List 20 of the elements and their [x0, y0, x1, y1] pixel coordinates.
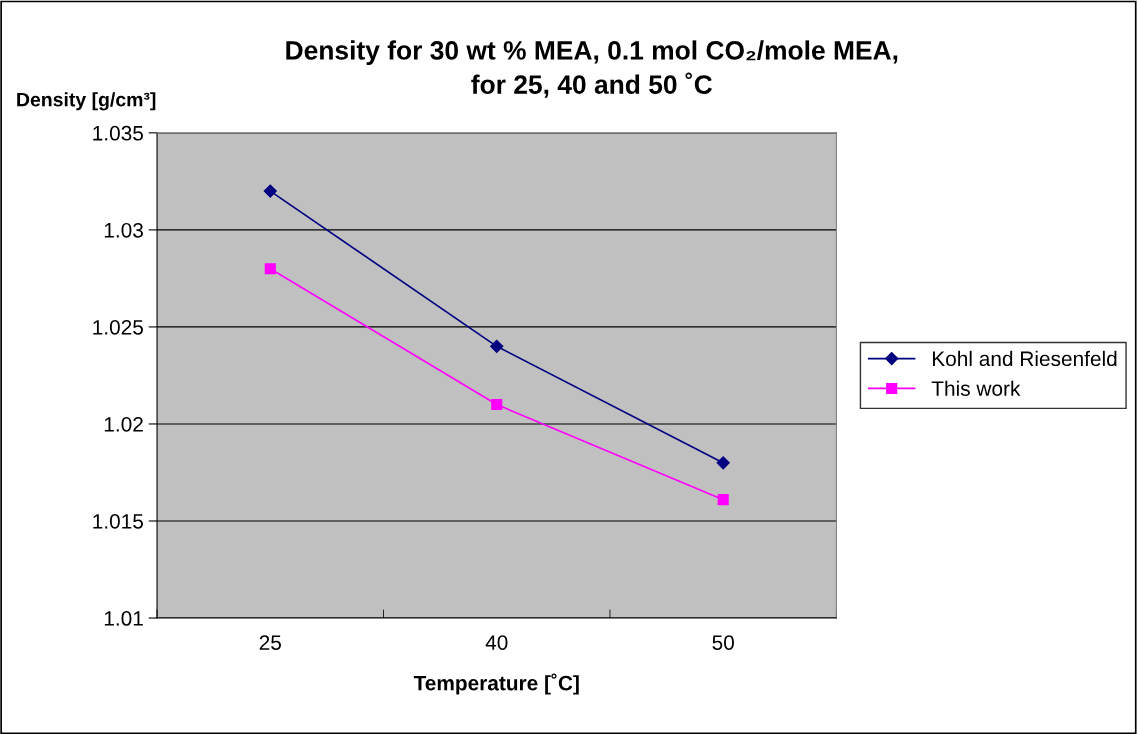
y-tick-label: 1.025	[93, 319, 143, 335]
y-tick-label: 1.03	[104, 222, 143, 238]
point	[717, 494, 729, 506]
y-tick-label: 1.035	[93, 125, 143, 141]
point	[491, 398, 503, 411]
point	[263, 184, 277, 198]
x-axis-title: Temperature [˚C]	[413, 673, 579, 695]
point	[490, 339, 504, 353]
y-tick-label: 1.015	[93, 513, 143, 529]
y-tick-label: 1.01	[104, 611, 143, 626]
x-tick-label: 25	[259, 635, 281, 650]
point	[264, 263, 276, 275]
x-tick-label: 50	[712, 635, 734, 650]
legend-label: This work	[931, 380, 1021, 396]
chart-title: Density for 30 wt % MEA, 0.1 mol CO₂/mole MEA, for 25, 40 and 50 ˚C	[286, 40, 898, 98]
x-tick-label: 40	[485, 635, 508, 650]
legend-label: Kohl and Riesenfeld	[932, 350, 1117, 367]
y-axis-title: Density [g/cm³]	[17, 92, 156, 111]
point	[716, 456, 730, 470]
y-tick-label: 1.02	[104, 416, 143, 432]
